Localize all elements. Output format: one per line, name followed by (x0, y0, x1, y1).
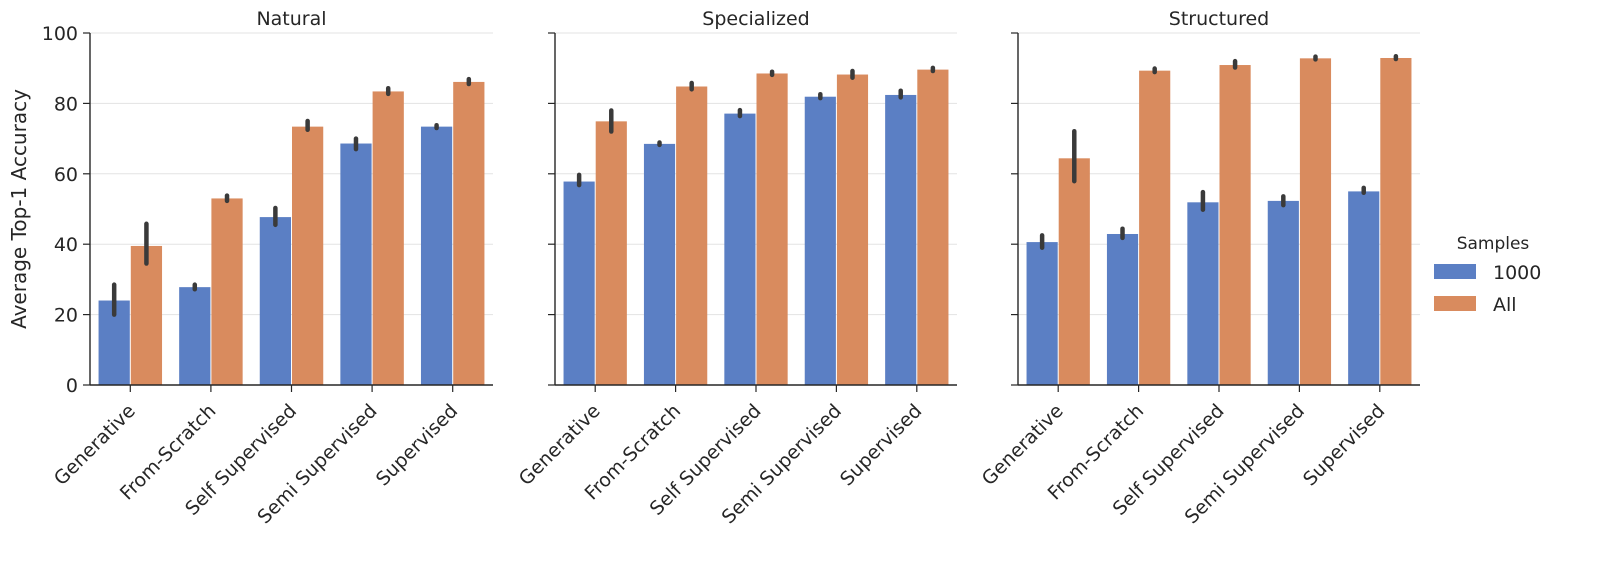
panel-title: Natural (256, 8, 326, 30)
bar-all-generative (1058, 158, 1090, 385)
bar-1000-from-scratch (643, 143, 676, 385)
bar-all-supervised (453, 81, 485, 385)
legend: Samples 1000 All (1434, 234, 1541, 316)
bar-1000-semi-supervised (1267, 200, 1299, 385)
legend-label-all: All (1493, 294, 1517, 316)
bar-all-from-scratch (211, 198, 243, 385)
bar-all-self-supervised (292, 126, 324, 386)
legend-title: Samples (1457, 234, 1530, 254)
legend-swatch-all (1434, 296, 1476, 311)
bar-1000-generative (563, 181, 595, 385)
panel-title: Specialized (702, 8, 809, 30)
bar-1000-from-scratch (1106, 233, 1139, 385)
bar-all-supervised (1380, 57, 1412, 385)
panel-title: Structured (1169, 8, 1269, 30)
bar-all-self-supervised (1219, 65, 1251, 386)
bar-all-from-scratch (1139, 70, 1171, 385)
x-tick-label: Supervised (836, 400, 926, 490)
x-tick-label: Supervised (1299, 400, 1389, 490)
bar-all-semi-supervised (1299, 58, 1332, 386)
y-tick-label: 80 (54, 93, 78, 115)
x-tick-label: Generative (515, 400, 605, 490)
bar-all-generative (595, 121, 627, 386)
bar-1000-self-supervised (1187, 202, 1219, 385)
legend-swatch-1000 (1434, 264, 1476, 279)
bar-1000-semi-supervised (804, 96, 836, 385)
legend-label-1000: 1000 (1493, 262, 1541, 284)
y-tick-label: 40 (54, 234, 78, 256)
bar-all-semi-supervised (372, 91, 404, 385)
bar-1000-generative (1026, 242, 1058, 385)
y-tick-label: 100 (42, 23, 78, 45)
y-tick-label: 60 (54, 164, 78, 186)
bar-all-generative (130, 245, 163, 385)
bar-1000-self-supervised (259, 217, 291, 385)
bar-1000-supervised (420, 126, 453, 386)
bar-all-semi-supervised (836, 74, 869, 385)
x-tick-label: Supervised (372, 400, 462, 490)
bar-1000-self-supervised (724, 113, 756, 385)
bar-all-self-supervised (756, 73, 788, 385)
panel-natural: Natural020406080100GenerativeFrom-Scratc… (42, 8, 493, 528)
bar-1000-supervised (1348, 191, 1380, 385)
y-tick-label: 20 (54, 305, 78, 327)
y-axis-title: Average Top-1 Accuracy (7, 89, 31, 329)
bar-1000-from-scratch (179, 287, 211, 385)
bar-1000-semi-supervised (340, 143, 372, 385)
y-tick-label: 0 (66, 375, 78, 397)
bar-all-from-scratch (676, 86, 708, 385)
x-tick-label: Generative (50, 400, 140, 490)
bar-all-supervised (917, 69, 949, 385)
bar-1000-supervised (885, 94, 917, 386)
x-tick-label: Generative (978, 400, 1068, 490)
